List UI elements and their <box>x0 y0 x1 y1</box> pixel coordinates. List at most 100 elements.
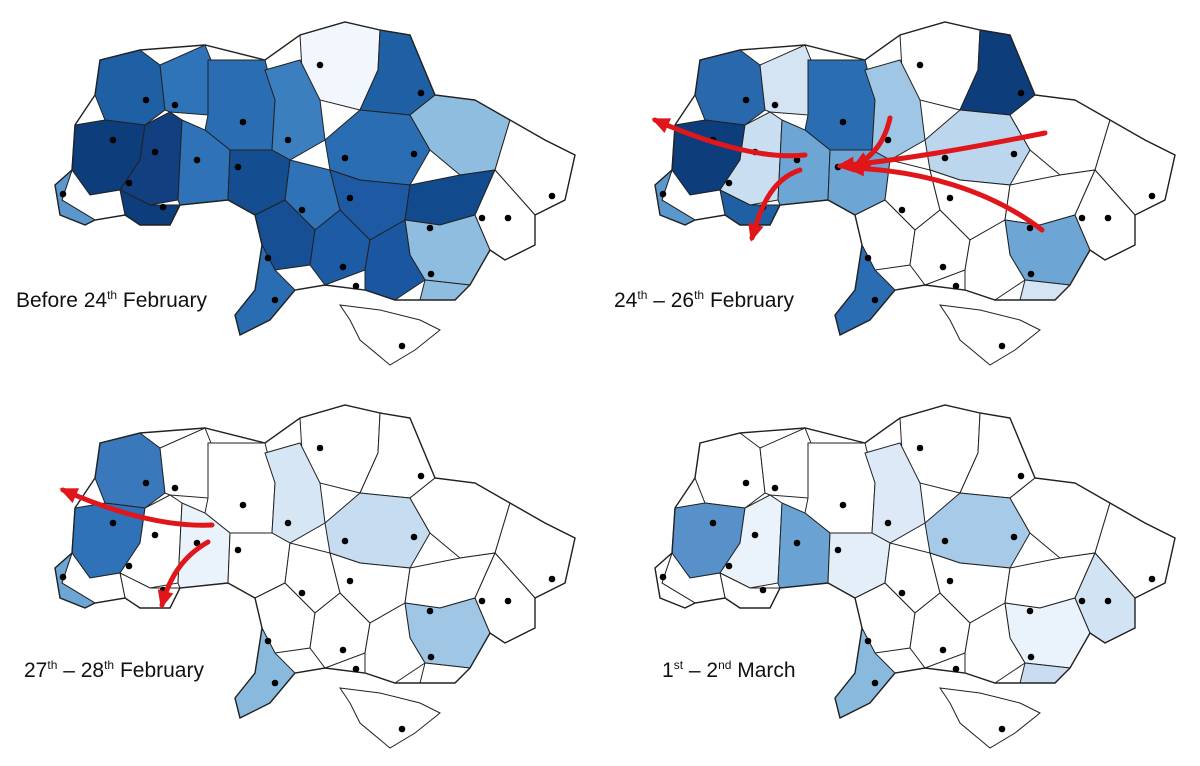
city-marker <box>171 101 179 109</box>
city-marker <box>271 296 279 304</box>
city-marker <box>884 519 892 527</box>
arrow-head <box>748 222 764 242</box>
city-marker <box>125 562 133 570</box>
city-marker <box>284 136 292 144</box>
city-marker <box>1010 150 1018 158</box>
oblast-region <box>409 477 511 559</box>
oblast-region <box>864 442 926 544</box>
map-svg <box>651 21 1176 366</box>
city-marker <box>426 607 434 615</box>
oblast-region <box>119 494 183 589</box>
oblast-region <box>694 432 766 509</box>
city-marker <box>234 163 242 171</box>
city-marker <box>346 194 354 202</box>
city-marker <box>417 472 425 480</box>
city-marker <box>1027 270 1035 278</box>
city-marker <box>952 665 960 673</box>
city-marker <box>171 484 179 492</box>
arrow-head <box>851 152 872 168</box>
city-marker <box>548 192 556 200</box>
city-marker <box>725 562 733 570</box>
city-marker <box>916 61 924 69</box>
oblast-region <box>804 59 876 151</box>
city-marker <box>398 725 406 733</box>
city-marker <box>151 531 159 539</box>
map-panel-2: 24th – 26th February <box>600 0 1200 383</box>
map-panel-1: Before 24th February <box>0 0 600 383</box>
city-marker <box>1017 472 1025 480</box>
city-marker <box>339 646 347 654</box>
city-marker <box>871 679 879 687</box>
city-marker <box>1027 653 1035 661</box>
map-svg <box>654 404 1176 749</box>
map-panel-3: 27th – 28th February <box>0 383 600 766</box>
city-marker <box>898 206 906 214</box>
city-marker <box>759 586 767 594</box>
city-marker <box>417 89 425 97</box>
city-marker <box>1026 224 1034 232</box>
arrow-head <box>157 589 174 609</box>
city-marker <box>109 136 117 144</box>
city-marker <box>239 118 247 126</box>
city-marker <box>884 136 892 144</box>
oblast-region <box>1009 477 1111 559</box>
city-marker <box>839 501 847 509</box>
city-marker <box>341 154 349 162</box>
arrow-head <box>651 118 672 133</box>
city-marker <box>352 282 360 290</box>
city-marker <box>998 725 1006 733</box>
city-marker <box>427 270 435 278</box>
oblast-region <box>938 687 1041 749</box>
city-marker <box>193 539 201 547</box>
city-marker <box>1078 214 1086 222</box>
city-marker <box>725 179 733 187</box>
city-marker <box>793 539 801 547</box>
city-marker <box>1078 597 1086 605</box>
oblast-region <box>804 442 876 534</box>
oblast-region <box>119 111 183 206</box>
city-marker <box>298 589 306 597</box>
oblast-region <box>159 427 216 499</box>
city-marker <box>504 597 512 605</box>
city-marker <box>939 263 947 271</box>
map-panel-4: 1st – 2nd March <box>600 383 1200 766</box>
city-marker <box>709 519 717 527</box>
city-marker <box>316 61 324 69</box>
city-marker <box>952 282 960 290</box>
city-marker <box>1010 533 1018 541</box>
city-marker <box>339 263 347 271</box>
oblast-region <box>159 44 216 116</box>
city-marker <box>751 531 759 539</box>
city-marker <box>1148 575 1156 583</box>
city-marker <box>998 342 1006 350</box>
city-marker <box>946 194 954 202</box>
city-marker <box>864 254 872 262</box>
city-marker <box>1104 214 1112 222</box>
city-marker <box>264 637 272 645</box>
panel-caption: Before 24th February <box>16 288 207 312</box>
oblast-region <box>204 59 276 151</box>
oblast-region <box>759 427 816 499</box>
city-marker <box>659 190 667 198</box>
city-marker <box>1026 607 1034 615</box>
oblast-region <box>204 442 276 534</box>
oblast-region <box>94 432 166 509</box>
map-svg <box>54 21 576 366</box>
panel-caption: 1st – 2nd March <box>662 658 796 682</box>
city-marker <box>125 179 133 187</box>
oblast-region <box>338 687 441 749</box>
city-marker <box>151 148 159 156</box>
city-marker <box>771 484 779 492</box>
movement-arrow <box>847 165 1045 233</box>
oblast-region <box>409 94 511 176</box>
city-marker <box>234 546 242 554</box>
city-marker <box>478 597 486 605</box>
oblast-region <box>94 49 166 126</box>
panel-caption: 24th – 26th February <box>614 288 794 312</box>
city-marker <box>271 679 279 687</box>
city-marker <box>159 203 167 211</box>
city-marker <box>941 154 949 162</box>
city-marker <box>898 589 906 597</box>
oblast-region <box>264 442 326 544</box>
city-marker <box>426 224 434 232</box>
